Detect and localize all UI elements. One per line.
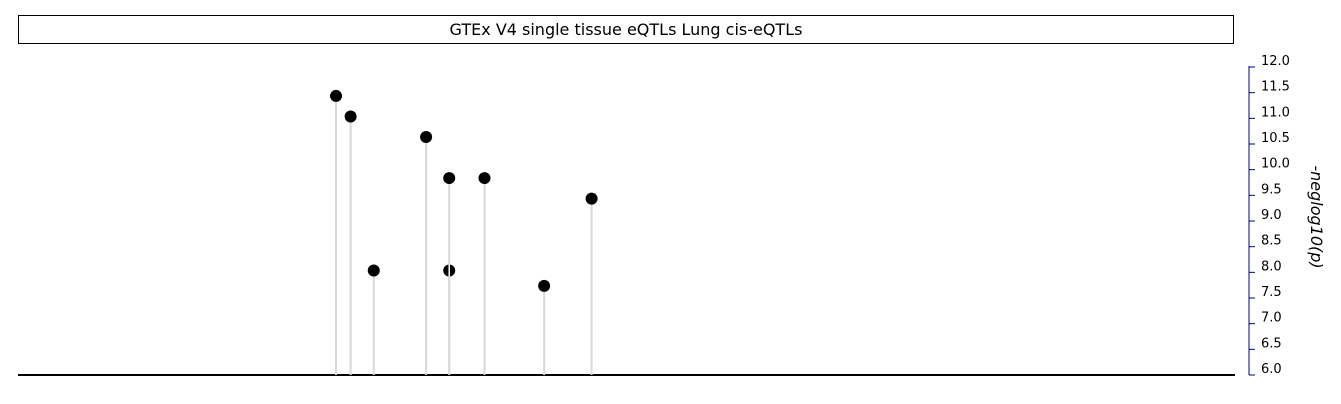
y-tick-label: 9.0 — [1261, 208, 1282, 223]
y-axis-label: -neglog10(p) — [1307, 165, 1326, 268]
y-tick-label: 8.0 — [1261, 259, 1282, 274]
data-point[interactable] — [344, 110, 357, 123]
data-point[interactable] — [367, 264, 380, 277]
y-tick-label: 7.0 — [1261, 311, 1282, 326]
y-tick-label: 11.5 — [1261, 80, 1290, 95]
y-tick-label: 7.5 — [1261, 285, 1282, 300]
y-tick-label: 6.5 — [1261, 336, 1282, 351]
y-tick-label: 10.5 — [1261, 131, 1290, 146]
y-tick-label: 8.5 — [1261, 234, 1282, 249]
y-tick-label: 6.0 — [1261, 362, 1282, 377]
data-point[interactable] — [585, 192, 598, 205]
lollipop-stems — [335, 95, 593, 375]
y-tick-label: 10.0 — [1261, 157, 1290, 172]
y-axis-ticks: 6.0 6.5 7.0 7.5 8.0 8.5 9.0 9.5 10.0 10.5 11.0 11.5… — [1249, 54, 1290, 377]
y-tick-label: 12.0 — [1261, 54, 1290, 69]
y-tick-label: 9.5 — [1261, 182, 1282, 197]
data-point[interactable] — [538, 279, 551, 292]
data-point[interactable] — [420, 131, 433, 143]
lollipop-markers — [330, 89, 598, 292]
data-point[interactable] — [443, 172, 456, 185]
data-point[interactable] — [478, 172, 491, 185]
data-point[interactable] — [330, 89, 343, 102]
chart-title: GTEx V4 single tissue eQTLs Lung cis-eQT… — [18, 15, 1234, 44]
y-tick-label: 11.0 — [1261, 105, 1290, 120]
